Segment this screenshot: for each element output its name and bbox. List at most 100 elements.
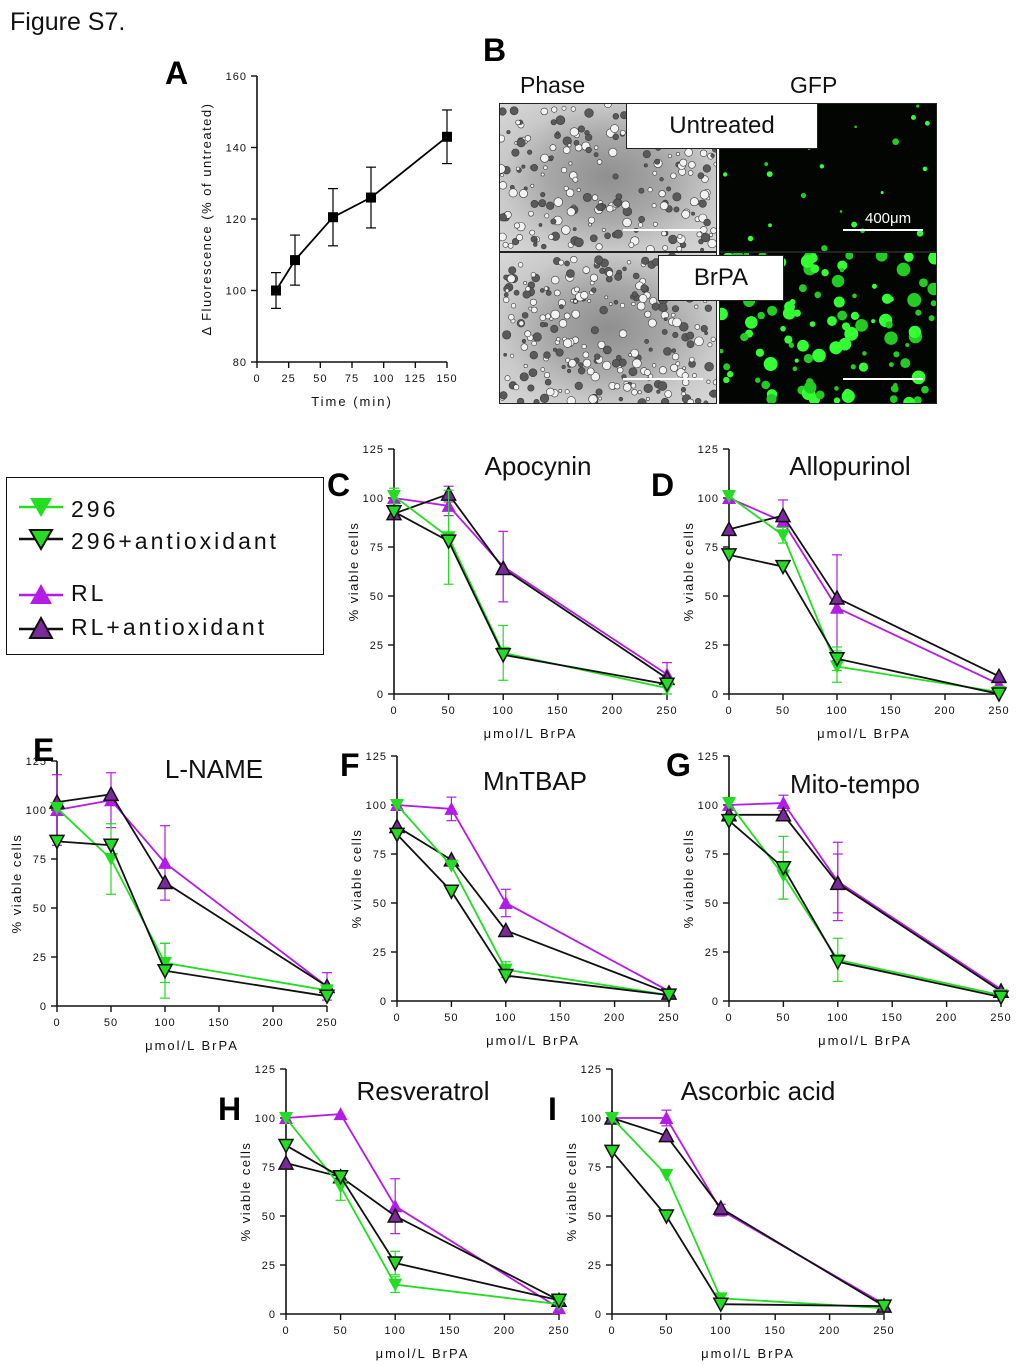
data-point	[722, 490, 736, 504]
series	[388, 827, 678, 1004]
series-line	[393, 510, 668, 686]
cell	[590, 372, 600, 382]
cell	[663, 317, 668, 322]
x-tick-label: 150	[547, 705, 568, 717]
cell	[692, 373, 697, 378]
cell	[621, 200, 630, 210]
cell	[508, 314, 515, 321]
cell	[675, 361, 681, 367]
cell	[511, 237, 520, 246]
cell	[594, 145, 599, 150]
gfp-spot	[789, 299, 796, 305]
cell	[704, 362, 714, 372]
cell	[509, 106, 519, 116]
series	[720, 806, 1010, 998]
legend-label: 296+antioxidant	[71, 527, 280, 554]
cell	[710, 336, 716, 342]
chart-title: MnTBAP	[483, 766, 587, 796]
x-axis-label: μmol/L BrPA	[817, 726, 911, 741]
gfp-spot	[839, 210, 843, 213]
gfp-spot	[837, 260, 848, 271]
gfp-spot	[792, 366, 798, 372]
legend: 296 296+antioxidant RL RL+antioxidant	[6, 477, 324, 655]
gfp-spot	[905, 342, 910, 347]
x-axis-label: μmol/L BrPA	[486, 1033, 580, 1048]
series-line	[396, 804, 670, 997]
series	[279, 1107, 566, 1315]
series-line	[285, 1144, 560, 1302]
y-tick-label: 75	[262, 1162, 276, 1174]
cell	[663, 347, 672, 356]
gfp-spot	[889, 395, 898, 403]
gfp-spot	[833, 296, 845, 308]
series-line	[285, 1117, 560, 1306]
cell	[704, 331, 708, 336]
cell	[642, 150, 651, 159]
cell	[531, 340, 537, 347]
cell	[694, 324, 701, 330]
gfp-spot	[831, 274, 845, 288]
cell	[616, 354, 622, 361]
data-point	[318, 989, 336, 1005]
cell	[541, 243, 547, 250]
y-tick-label: 25	[588, 1260, 602, 1272]
cell	[568, 359, 577, 368]
cell	[694, 397, 702, 403]
cell	[529, 351, 538, 360]
scale-bar	[843, 378, 923, 380]
data-point	[279, 1112, 293, 1125]
cell	[549, 155, 554, 160]
data-point	[442, 131, 452, 142]
series-line	[728, 514, 1000, 678]
gfp-spot	[723, 363, 731, 371]
series	[50, 772, 334, 1001]
cell	[613, 299, 619, 305]
x-tick-label: 0	[608, 1325, 615, 1337]
gfp-spot	[850, 364, 856, 370]
cell	[599, 267, 606, 274]
cell	[703, 218, 711, 227]
cell	[519, 189, 528, 198]
cell	[667, 153, 672, 158]
cell	[573, 299, 578, 304]
data-point	[603, 1144, 621, 1160]
cell	[614, 383, 621, 390]
cell	[652, 170, 658, 176]
data-point	[774, 507, 792, 523]
cell	[631, 389, 638, 396]
gfp-spot	[798, 284, 807, 293]
cell	[630, 382, 637, 389]
chart-title: L-NAME	[165, 754, 263, 784]
x-axis-label: μmol/L BrPA	[818, 1033, 912, 1048]
cell	[555, 348, 564, 357]
cell	[538, 223, 543, 227]
gfp-spot	[911, 115, 916, 120]
cell	[563, 312, 571, 320]
cell	[659, 201, 669, 211]
cell	[661, 329, 668, 335]
cell	[638, 294, 648, 303]
brpa-label: BrPA	[658, 255, 784, 301]
gfp-spot	[794, 358, 799, 363]
y-tick-label: 0	[377, 689, 384, 701]
cell	[581, 343, 587, 350]
cell	[551, 275, 560, 285]
cell	[506, 130, 511, 135]
cell	[561, 105, 567, 111]
cell	[672, 192, 682, 202]
cell	[637, 222, 644, 228]
cell	[573, 140, 580, 146]
data-point	[494, 648, 512, 664]
cell	[555, 131, 560, 135]
cell	[574, 237, 584, 248]
x-tick-label: 200	[262, 1017, 283, 1029]
y-tick-label: 50	[373, 898, 387, 910]
cell	[689, 197, 699, 207]
cell	[712, 379, 716, 386]
gfp-spot	[793, 309, 801, 317]
y-tick-label: 100	[363, 493, 384, 505]
cell	[500, 134, 505, 143]
gfp-spot	[800, 192, 807, 199]
chart-f: F MnTBAP 0 25 50 75 100 125 0 50 100 150 200 250 μmol/…	[340, 747, 679, 1048]
gfp-spot	[924, 120, 930, 126]
